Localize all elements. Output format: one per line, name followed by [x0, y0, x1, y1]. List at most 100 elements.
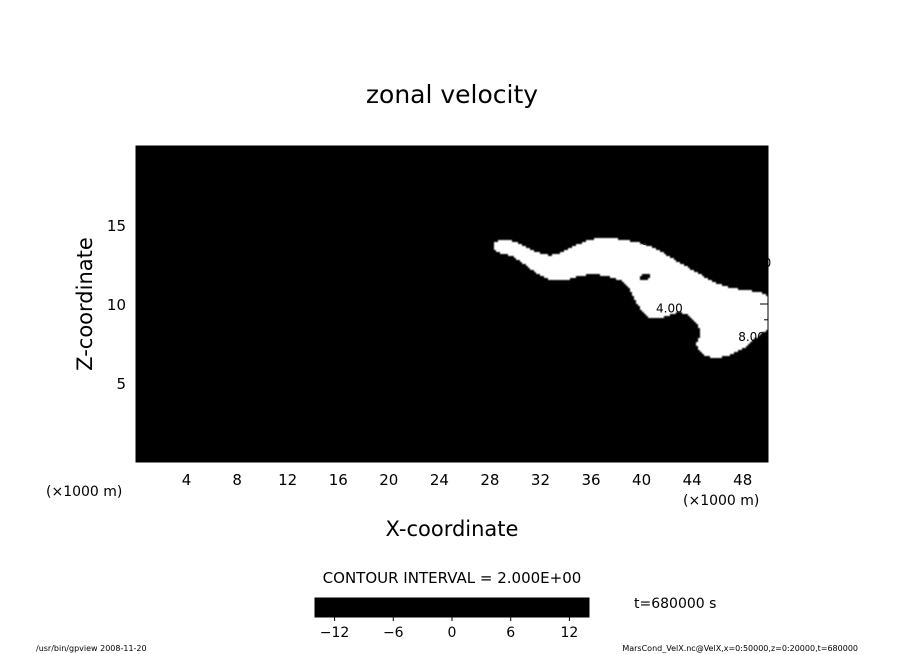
y-tick-label: 5	[116, 375, 126, 393]
colorbar: −12 −6 0 6 12	[314, 597, 590, 641]
contour-label: 0.00	[338, 227, 365, 241]
colorbar-cell	[525, 598, 531, 617]
colorbar-cell	[334, 598, 340, 617]
colorbar-cell	[319, 598, 326, 617]
contour-label: 8.00	[738, 330, 765, 344]
colorbar-cell	[476, 598, 482, 617]
colorbar-cell	[417, 598, 424, 617]
colorbar-cell	[427, 598, 433, 617]
x-tick-label: 24	[430, 471, 449, 489]
footer-right: MarsCond_VelX.nc@VelX,x=0:50000,z=0:2000…	[622, 644, 858, 653]
chart-title: zonal velocity	[366, 80, 538, 109]
y-tick-label: 15	[107, 217, 126, 235]
colorbar-cell	[447, 598, 453, 617]
x-tick-label: 12	[278, 471, 297, 489]
colorbar-cell	[564, 598, 570, 617]
colorbar-cell	[432, 598, 438, 617]
x-tick-label: 8	[232, 471, 242, 489]
colorbar-cell	[515, 598, 521, 617]
time-label: t=680000 s	[634, 596, 716, 612]
x-unit-left: (×1000 m)	[46, 484, 122, 500]
colorbar-cell	[363, 598, 370, 617]
colorbar-cell	[549, 598, 556, 617]
colorbar-cell	[315, 598, 321, 617]
colorbar-cell	[505, 598, 512, 617]
colorbar-cell	[344, 598, 350, 617]
x-unit-right: (×1000 m)	[683, 493, 759, 509]
colorbar-cell	[393, 598, 399, 617]
colorbar-cell	[510, 598, 517, 617]
x-tick-label: 16	[329, 471, 348, 489]
contour-label: 4.00	[745, 256, 772, 270]
contour-label: 0.00	[619, 313, 646, 327]
colorbar-cell	[535, 598, 541, 617]
colorbar-cell	[466, 598, 472, 617]
colorbar-tick-label: 0	[448, 625, 457, 641]
colorbar-cell	[329, 598, 335, 617]
contour-interval-label: CONTOUR INTERVAL = 2.000E+00	[323, 569, 582, 587]
colorbar-cell	[412, 598, 419, 617]
colorbar-cell	[422, 598, 428, 617]
colorbar-cell	[437, 598, 443, 617]
colorbar-cell	[359, 598, 365, 617]
colorbar-cell	[368, 598, 375, 617]
x-tick-label: 20	[379, 471, 398, 489]
colorbar-cell	[569, 598, 575, 617]
colorbar-cell	[579, 598, 585, 617]
colorbar-cell	[520, 598, 526, 617]
colorbar-tick-label: −12	[320, 625, 350, 641]
colorbar-cell	[540, 598, 546, 617]
colorbar-cell	[486, 598, 492, 617]
colorbar-cell	[388, 598, 394, 617]
colorbar-cell	[491, 598, 497, 617]
y-tick-label: 10	[107, 296, 126, 314]
colorbar-cell	[544, 598, 551, 617]
contour-label: 4.00	[656, 302, 683, 316]
colorbar-cell	[383, 598, 389, 617]
plot-area: 12.0 12.0 8.00 4.00 0.00 0.00 0.00 -4.00 0.00 -4.…	[135, 145, 772, 463]
contour-label: 0.00	[300, 232, 327, 246]
colorbar-cell	[403, 598, 409, 617]
contour-label: 12.0	[312, 180, 339, 194]
colorbar-cell	[456, 598, 463, 617]
y-axis-label: Z-coordinate	[73, 237, 97, 371]
contour-label: 8.00	[660, 210, 687, 224]
x-tick-label: 40	[632, 471, 651, 489]
x-axis-label: X-coordinate	[386, 517, 519, 541]
contour-label: -4.00	[215, 267, 246, 281]
contour-label: 8.00	[382, 313, 409, 327]
x-axis: 4 8 12 16 20 24 28 32 36 40 44 48	[135, 146, 769, 489]
colorbar-cell	[584, 598, 590, 617]
colorbar-tick-label: 6	[506, 625, 515, 641]
contour-label: -4.00	[600, 355, 631, 369]
contour-label: 4.00	[736, 221, 763, 235]
colorbar-cell	[452, 598, 458, 617]
colorbar-cell	[339, 598, 345, 617]
colorbar-cell	[559, 598, 565, 617]
colorbar-tick-label: −6	[383, 625, 404, 641]
colorbar-cell	[398, 598, 404, 617]
x-tick-label: 36	[581, 471, 600, 489]
colorbar-cell	[471, 598, 477, 617]
colorbar-cell	[354, 598, 360, 617]
x-tick-label: 44	[683, 471, 702, 489]
colorbar-tick-label: 12	[561, 625, 579, 641]
colorbar-cell	[349, 598, 355, 617]
colorbar-cell	[574, 598, 580, 617]
contour-label: 0.00	[465, 371, 492, 385]
colorbar-cell	[378, 598, 384, 617]
heatmap-field	[136, 146, 768, 462]
colorbar-cell	[530, 598, 536, 617]
x-tick-label: 4	[182, 471, 192, 489]
colorbar-cell	[461, 598, 468, 617]
colorbar-cell	[373, 598, 380, 617]
contour-label: 0.00	[641, 234, 668, 248]
y-axis: 5 10 15	[107, 145, 768, 463]
colorbar-cell	[324, 598, 331, 617]
x-tick-label: 32	[531, 471, 550, 489]
colorbar-cell	[481, 598, 487, 617]
colorbar-cell	[496, 598, 502, 617]
contour-label: -4.00	[339, 281, 370, 295]
colorbar-cell	[500, 598, 507, 617]
